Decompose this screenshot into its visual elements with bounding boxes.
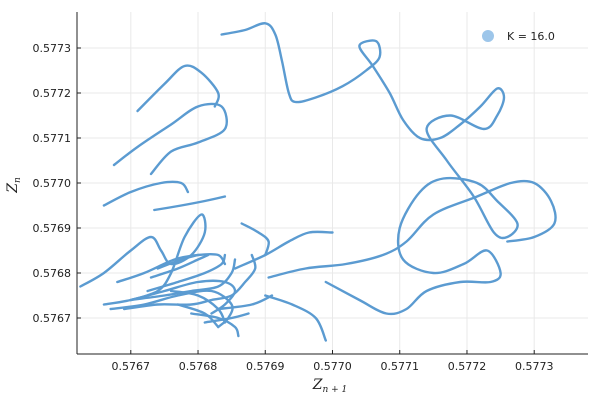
y-ticks: 0.5767 0.5768 0.5769 0.5770 0.5771 0.5772 0.57… — [33, 42, 81, 325]
trajectory-segment — [146, 253, 227, 293]
x-tick-label: 0.5772 — [448, 360, 487, 373]
legend: K = 16.0 — [482, 30, 555, 43]
trajectory-segment — [203, 312, 250, 324]
trajectory-segment — [176, 303, 220, 329]
trajectory-segment — [190, 312, 240, 338]
trajectory-segment — [169, 289, 227, 324]
trajectory-segment — [233, 230, 334, 270]
trajectory-segment — [153, 195, 227, 212]
trajectory-segment — [116, 252, 227, 284]
x-tick-label: 0.5769 — [246, 360, 285, 373]
y-axis-label-subscript: n — [13, 177, 23, 183]
x-tick-label: 0.5771 — [380, 360, 419, 373]
trajectory-segment — [264, 294, 327, 342]
trajectory-segment — [112, 102, 228, 176]
x-axis-label: Zn + 1 — [312, 377, 348, 395]
legend-label: K = 16.0 — [507, 30, 555, 43]
trajectory-segment — [267, 179, 557, 279]
trajectory-segment — [122, 253, 257, 311]
y-axis-label-main: Z — [5, 183, 21, 194]
y-tick-label: 0.5767 — [33, 312, 72, 325]
trajectory-segment — [156, 253, 200, 270]
y-tick-label: 0.5769 — [33, 222, 72, 235]
trajectory-segment — [129, 258, 237, 302]
y-tick-label: 0.5768 — [33, 267, 72, 280]
x-tick-label: 0.5773 — [515, 360, 554, 373]
trajectory-segment — [136, 64, 220, 113]
trajectory-segment — [102, 180, 190, 207]
y-axis-label: Zn — [5, 177, 23, 194]
x-axis-label-main: Z — [312, 377, 323, 393]
y-tick-label: 0.5772 — [33, 87, 72, 100]
trajectory-segment — [217, 294, 274, 311]
x-ticks: 0.5767 0.5768 0.5769 0.5770 0.5771 0.5772 0.57… — [112, 350, 554, 373]
x-tick-label: 0.5770 — [313, 360, 352, 373]
y-tick-label: 0.5770 — [33, 177, 72, 190]
trajectory-segment — [240, 222, 270, 257]
trajectory-segment — [149, 253, 210, 279]
series-layer — [79, 22, 557, 342]
trajectory-segment — [220, 22, 519, 316]
x-axis-label-subscript: n + 1 — [322, 385, 347, 395]
legend-marker — [482, 30, 494, 42]
y-tick-label: 0.5773 — [33, 42, 72, 55]
x-tick-label: 0.5768 — [179, 360, 218, 373]
y-tick-label: 0.5771 — [33, 132, 72, 145]
x-tick-label: 0.5767 — [112, 360, 151, 373]
